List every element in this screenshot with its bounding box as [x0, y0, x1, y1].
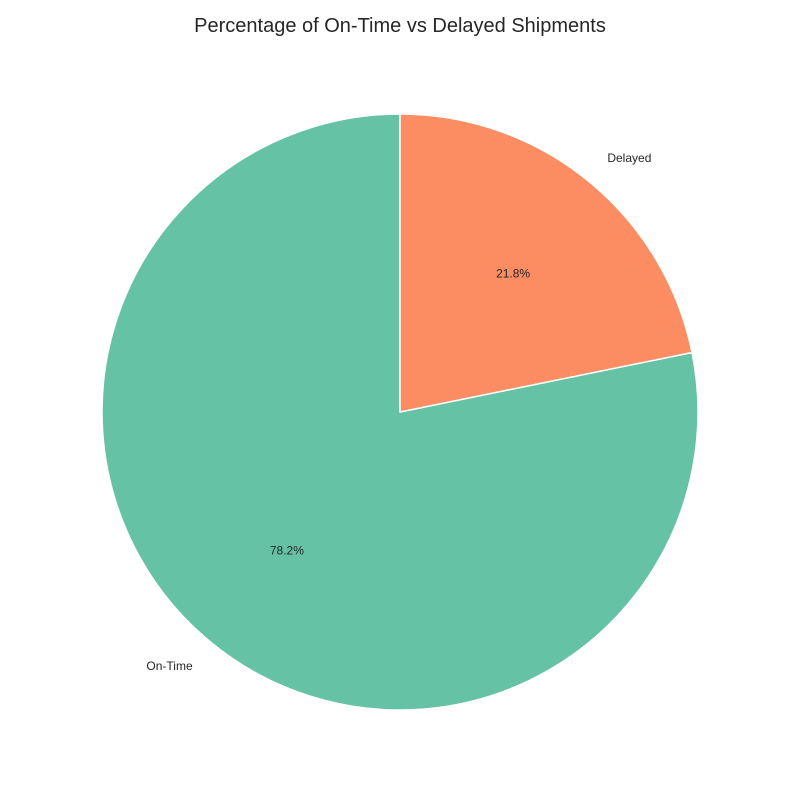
slices-layer	[101, 113, 699, 711]
chart-title: Percentage of On-Time vs Delayed Shipmen…	[194, 15, 606, 37]
pie-slice-delayed	[399, 113, 693, 413]
slice-percent-on-time: 78.2%	[270, 543, 304, 557]
slice-percent-delayed: 21.8%	[496, 267, 530, 281]
slice-label-delayed: Delayed	[607, 151, 651, 165]
labels-layer: On-Time 78.2% Delayed 21.8%	[146, 151, 651, 673]
pie-slice-on-time	[101, 113, 699, 711]
slice-label-on-time: On-Time	[146, 659, 193, 673]
